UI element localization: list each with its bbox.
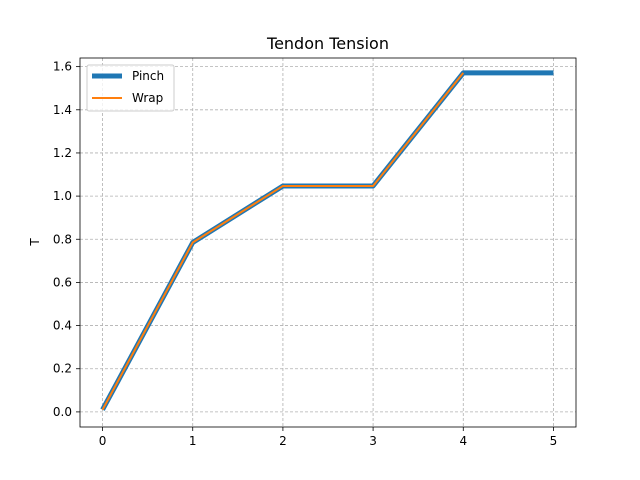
legend: Pinch Wrap xyxy=(86,64,175,112)
y-tick-label: 1.0 xyxy=(53,189,72,203)
y-tick-label: 0.6 xyxy=(53,275,72,289)
y-tick-label: 1.6 xyxy=(53,60,72,74)
y-tick-label: 0.0 xyxy=(53,405,72,419)
axis-ticks: 0 1 2 3 4 5 0.0 0.2 0.4 0.6 0.8 1.0 1.2 1.4 1.6 xyxy=(53,60,557,448)
y-tick-label: 0.2 xyxy=(53,362,72,376)
y-tick-label: 0.8 xyxy=(53,232,72,246)
x-tick-label: 3 xyxy=(369,434,377,448)
x-tick-label: 0 xyxy=(99,434,107,448)
chart-title: Tendon Tension xyxy=(266,34,389,53)
y-tick-label: 0.4 xyxy=(53,319,72,333)
legend-label-wrap: Wrap xyxy=(132,91,163,105)
plot-frame xyxy=(79,57,577,428)
y-tick-label: 1.4 xyxy=(53,103,72,117)
series-line-wrap xyxy=(101,72,465,411)
y-tick-label: 1.2 xyxy=(53,146,72,160)
series-lines xyxy=(100,70,554,411)
x-tick-label: 4 xyxy=(459,434,467,448)
x-tick-label: 1 xyxy=(189,434,197,448)
x-tick-label: 5 xyxy=(550,434,558,448)
y-axis-title: T xyxy=(28,238,42,247)
x-tick-label: 2 xyxy=(279,434,287,448)
legend-label-pinch: Pinch xyxy=(132,69,164,83)
